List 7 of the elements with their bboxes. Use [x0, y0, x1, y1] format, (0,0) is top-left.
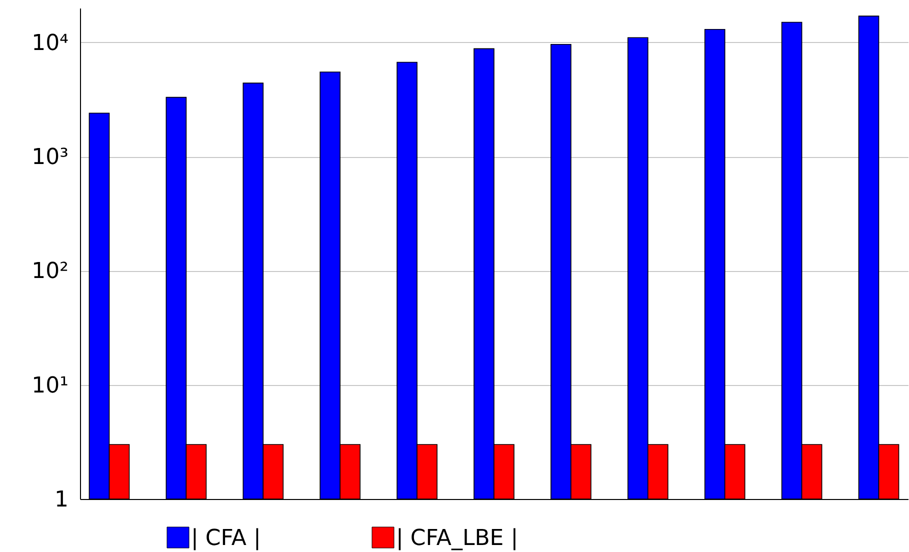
legend-label: | CFA_LBE |	[396, 526, 518, 551]
legend-label: | CFA |	[191, 526, 261, 551]
y-tick-label: 10²	[32, 259, 68, 284]
y-tick-label: 10⁴	[32, 30, 69, 56]
y-tick-label: 10³	[32, 145, 68, 170]
y-tick-label: 10¹	[32, 373, 68, 398]
y-tick-label: 1	[54, 488, 68, 512]
